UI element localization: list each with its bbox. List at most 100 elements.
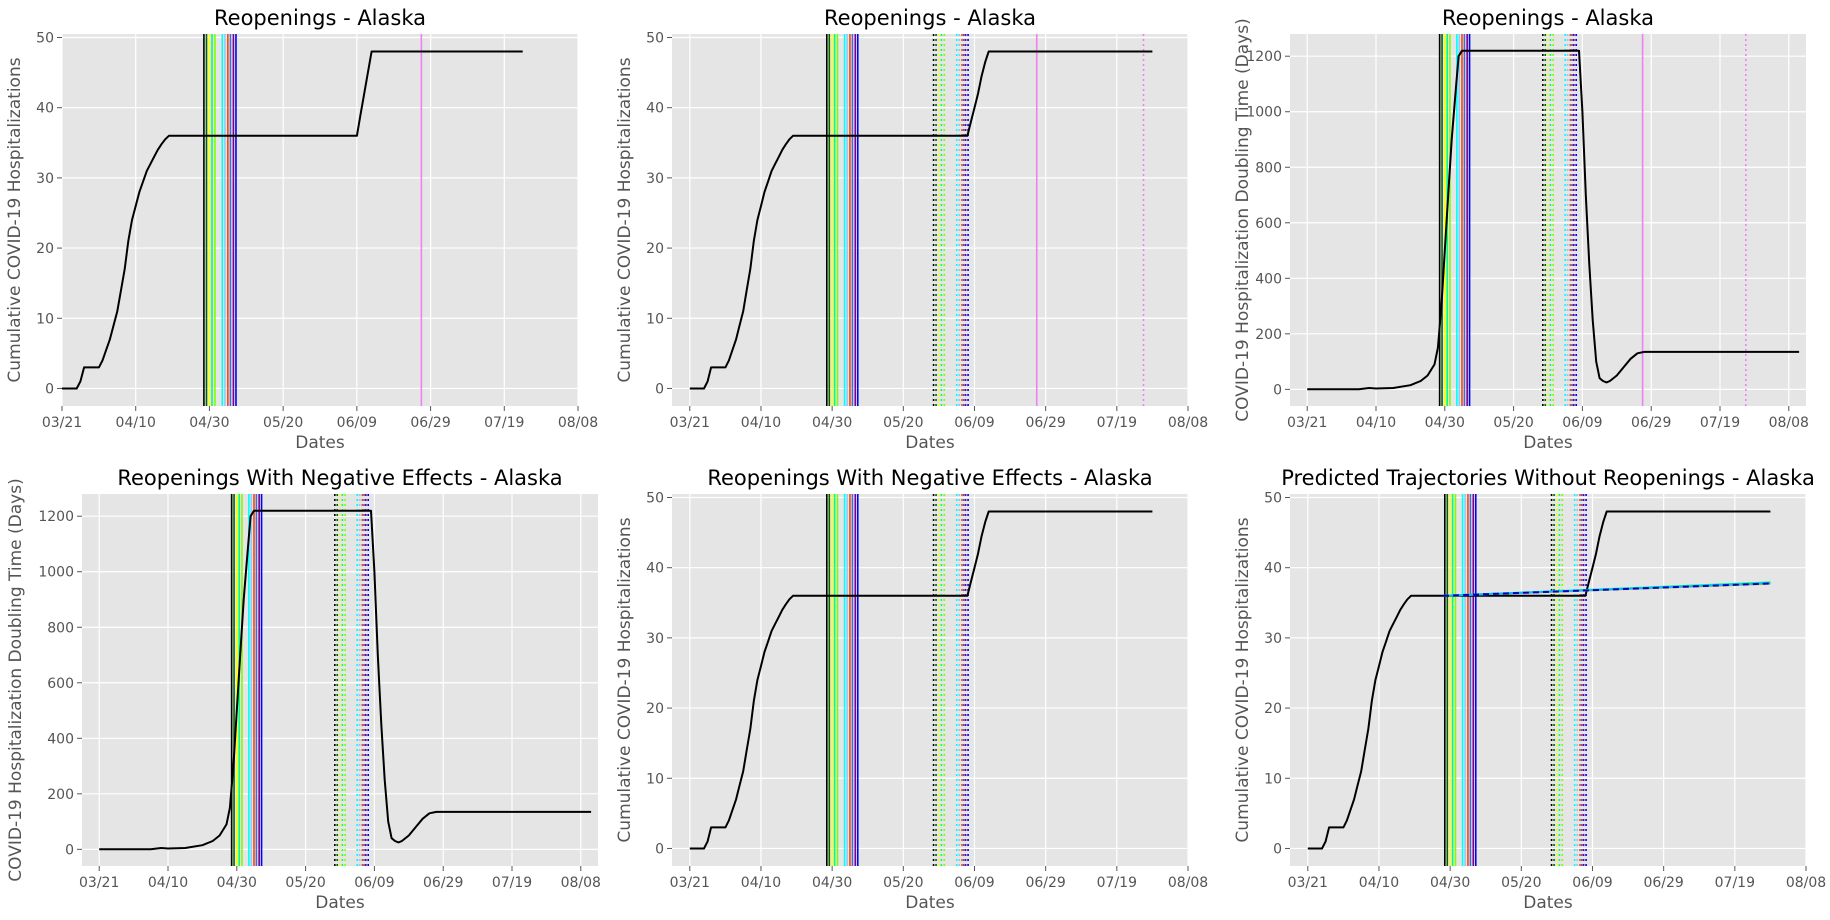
x-tick-label: 08/08 bbox=[1168, 415, 1208, 431]
x-tick-label: 06/09 bbox=[1572, 875, 1612, 891]
y-tick-label: 10 bbox=[36, 311, 54, 327]
y-tick-label: 30 bbox=[36, 171, 54, 187]
y-tick-label: 20 bbox=[646, 241, 664, 257]
y-tick-label: 800 bbox=[47, 620, 74, 636]
x-tick-label: 06/09 bbox=[337, 415, 377, 431]
y-axis-label: Cumulative COVID-19 Hospitalizations bbox=[5, 57, 25, 382]
chart-3: 03/21 04/10 04/30 05/20 06/09 06/29 07/19 08/08… bbox=[1233, 6, 1809, 453]
x-tick-label: 03/21 bbox=[670, 415, 710, 431]
x-tick-label: 04/10 bbox=[116, 415, 156, 431]
x-tick-label: 08/08 bbox=[1769, 415, 1809, 431]
chart-title: Reopenings - Alaska bbox=[824, 6, 1036, 30]
x-tick-label: 07/19 bbox=[484, 415, 524, 431]
x-tick-label: 07/19 bbox=[1700, 415, 1740, 431]
hospitalization-line bbox=[62, 50, 523, 390]
x-tick-label: 04/10 bbox=[741, 875, 781, 891]
x-tick-label: 04/10 bbox=[1356, 415, 1396, 431]
data-layer bbox=[1307, 34, 1800, 406]
x-tick-label: 03/21 bbox=[42, 415, 82, 431]
x-tick-label: 03/21 bbox=[1288, 875, 1328, 891]
x-axis-label: Dates bbox=[905, 433, 955, 453]
y-axis-label: Cumulative COVID-19 Hospitalizations bbox=[615, 57, 635, 382]
y-axis-label: COVID-19 Hospitalization Doubling Time (… bbox=[6, 478, 26, 881]
chart-title: Predicted Trajectories Without Reopening… bbox=[1281, 466, 1815, 490]
y-tick-label: 20 bbox=[646, 701, 664, 717]
y-tick-label: 10 bbox=[1264, 771, 1282, 787]
plot-area bbox=[672, 34, 1188, 406]
y-tick-label: 20 bbox=[1264, 701, 1282, 717]
hospitalization-line bbox=[1307, 510, 1771, 850]
x-tick-label: 03/21 bbox=[79, 875, 119, 891]
x-tick-label: 06/29 bbox=[410, 415, 450, 431]
y-tick-label: 0 bbox=[655, 381, 664, 397]
y-tick-label: 600 bbox=[1255, 216, 1282, 232]
x-tick-label: 05/20 bbox=[263, 415, 303, 431]
y-tick-label: 40 bbox=[36, 101, 54, 117]
x-tick-label: 06/29 bbox=[1643, 875, 1683, 891]
y-tick-label: 50 bbox=[646, 491, 664, 507]
y-tick-label: 20 bbox=[36, 241, 54, 257]
x-tick-label: 08/08 bbox=[558, 415, 598, 431]
y-tick-label: 0 bbox=[1273, 841, 1282, 857]
hospitalization-line bbox=[689, 510, 1153, 850]
x-tick-label: 04/10 bbox=[148, 875, 188, 891]
x-tick-label: 06/29 bbox=[1025, 415, 1065, 431]
y-tick-label: 30 bbox=[1264, 631, 1282, 647]
y-tick-label: 1200 bbox=[38, 509, 74, 525]
x-axis-label: Dates bbox=[1523, 433, 1573, 453]
y-tick-label: 0 bbox=[1273, 382, 1282, 398]
x-tick-label: 07/19 bbox=[492, 875, 532, 891]
x-tick-label: 04/10 bbox=[1359, 875, 1399, 891]
x-tick-label: 07/19 bbox=[1097, 415, 1137, 431]
plot-area bbox=[62, 34, 578, 406]
plot-area bbox=[672, 494, 1188, 866]
x-tick-label: 05/20 bbox=[1501, 875, 1541, 891]
x-tick-label: 03/21 bbox=[1287, 415, 1327, 431]
chart-title: Reopenings - Alaska bbox=[1442, 6, 1654, 30]
chart-title: Reopenings With Negative Effects - Alask… bbox=[117, 466, 562, 490]
chart-6: 03/21 04/10 04/30 05/20 06/09 06/29 07/19 08/08… bbox=[1233, 466, 1826, 913]
x-tick-label: 04/30 bbox=[217, 875, 257, 891]
x-tick-label: 06/09 bbox=[954, 875, 994, 891]
chart-5: 03/21 04/10 04/30 05/20 06/09 06/29 07/19 08/08… bbox=[615, 466, 1208, 913]
y-tick-label: 10 bbox=[646, 311, 664, 327]
y-tick-label: 0 bbox=[65, 842, 74, 858]
y-tick-label: 30 bbox=[646, 171, 664, 187]
chart-title: Reopenings - Alaska bbox=[214, 6, 426, 30]
x-axis-label: Dates bbox=[1523, 893, 1573, 913]
y-tick-label: 30 bbox=[646, 631, 664, 647]
x-axis-label: Dates bbox=[315, 893, 365, 913]
x-tick-label: 04/30 bbox=[812, 415, 852, 431]
x-tick-label: 04/30 bbox=[1430, 875, 1470, 891]
y-axis-label: Cumulative COVID-19 Hospitalizations bbox=[615, 517, 635, 842]
y-tick-label: 1000 bbox=[38, 565, 74, 581]
data-layer bbox=[62, 34, 523, 406]
y-tick-label: 200 bbox=[47, 787, 74, 803]
y-tick-label: 600 bbox=[47, 676, 74, 692]
x-tick-label: 06/29 bbox=[423, 875, 463, 891]
y-tick-label: 40 bbox=[646, 101, 664, 117]
chart-2: 03/21 04/10 04/30 05/20 06/09 06/29 07/19 08/08… bbox=[615, 6, 1208, 453]
x-tick-label: 06/09 bbox=[954, 415, 994, 431]
y-axis-label: COVID-19 Hospitalization Doubling Time (… bbox=[1233, 18, 1253, 421]
x-axis-label: Dates bbox=[295, 433, 345, 453]
chart-title: Reopenings With Negative Effects - Alask… bbox=[707, 466, 1152, 490]
data-layer bbox=[99, 494, 592, 866]
y-tick-label: 40 bbox=[646, 561, 664, 577]
y-axis-label: Cumulative COVID-19 Hospitalizations bbox=[1233, 517, 1253, 842]
x-tick-label: 04/30 bbox=[812, 875, 852, 891]
y-tick-label: 400 bbox=[1255, 271, 1282, 287]
x-tick-label: 03/21 bbox=[670, 875, 710, 891]
x-tick-label: 07/19 bbox=[1097, 875, 1137, 891]
x-tick-label: 05/20 bbox=[1493, 415, 1533, 431]
plot-area bbox=[1290, 494, 1806, 866]
x-tick-label: 08/08 bbox=[561, 875, 601, 891]
y-tick-label: 40 bbox=[1264, 561, 1282, 577]
x-tick-label: 05/20 bbox=[883, 415, 923, 431]
data-layer bbox=[689, 494, 1153, 866]
y-tick-label: 50 bbox=[1264, 491, 1282, 507]
x-tick-label: 04/30 bbox=[189, 415, 229, 431]
x-tick-label: 06/29 bbox=[1631, 415, 1671, 431]
x-tick-label: 04/30 bbox=[1425, 415, 1465, 431]
